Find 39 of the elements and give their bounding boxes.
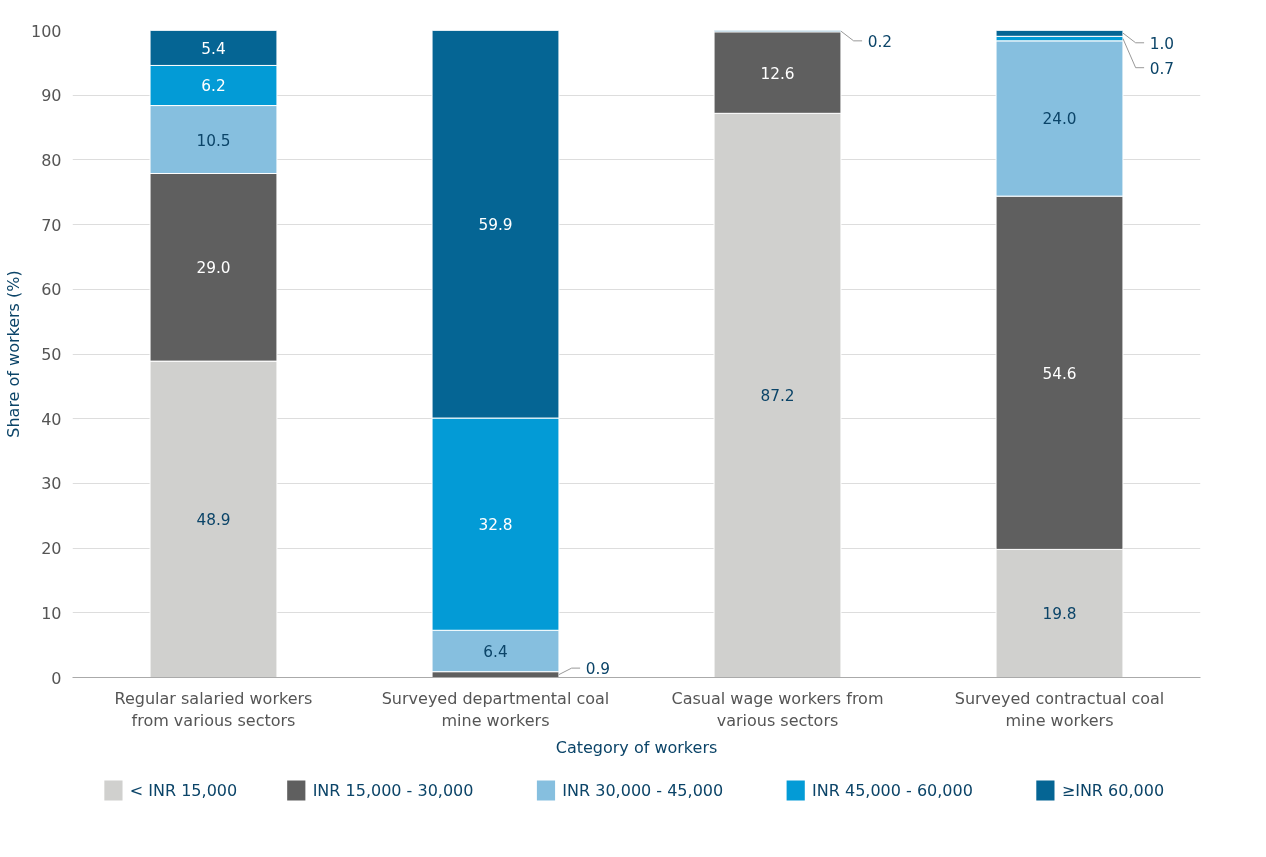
data-label: 5.4 [201, 39, 226, 58]
data-label: 19.8 [1042, 605, 1077, 624]
legend-label: INR 30,000 - 45,000 [562, 781, 724, 800]
y-tick-label: 0 [51, 668, 62, 688]
x-axis-title: Category of workers [555, 738, 718, 758]
y-tick-label: 60 [41, 280, 62, 300]
data-label: 12.6 [760, 64, 795, 83]
data-label: 6.4 [483, 642, 508, 661]
y-tick-label: 70 [41, 215, 62, 235]
data-label: 87.2 [760, 387, 795, 406]
y-tick-label: 30 [41, 474, 62, 494]
y-tick-label: 10 [41, 603, 62, 623]
x-tick-label: Casual wage workers from various sectors [671, 688, 884, 731]
data-label: 59.9 [478, 216, 513, 235]
data-label: 0.7 [1149, 59, 1175, 78]
legend-label: INR 45,000 - 60,000 [812, 781, 973, 800]
data-label: 32.8 [478, 516, 513, 535]
legend-label: ≥INR 60,000 [1061, 781, 1165, 800]
data-label: 54.6 [1042, 364, 1077, 383]
x-tick-label: Surveyed departmental coal mine workers [381, 688, 610, 731]
data-label: 1.0 [1149, 34, 1175, 53]
y-axis-title: Share of workers (%) [3, 270, 23, 438]
data-label: 29.0 [196, 259, 231, 278]
y-tick-label: 40 [41, 409, 62, 429]
legend-label: INR 15,000 - 30,000 [312, 781, 474, 800]
data-label: 48.9 [196, 511, 231, 530]
data-label: 0.9 [585, 660, 611, 679]
legend-label: < INR 15,000 [129, 781, 238, 800]
y-tick-label: 50 [41, 345, 62, 364]
data-label: 0.2 [867, 32, 893, 51]
x-tick-label: Surveyed contractual coal mine workers [954, 688, 1165, 731]
data-label: 24.0 [1042, 110, 1077, 129]
y-tick-label: 90 [41, 86, 62, 106]
y-tick-label: 80 [41, 150, 62, 170]
y-tick-label: 100 [30, 21, 62, 41]
data-label: 6.2 [201, 77, 226, 96]
data-label: 10.5 [196, 131, 231, 150]
x-tick-label: Regular salaried workers from various sectors [114, 688, 313, 731]
y-tick-label: 20 [41, 539, 62, 559]
